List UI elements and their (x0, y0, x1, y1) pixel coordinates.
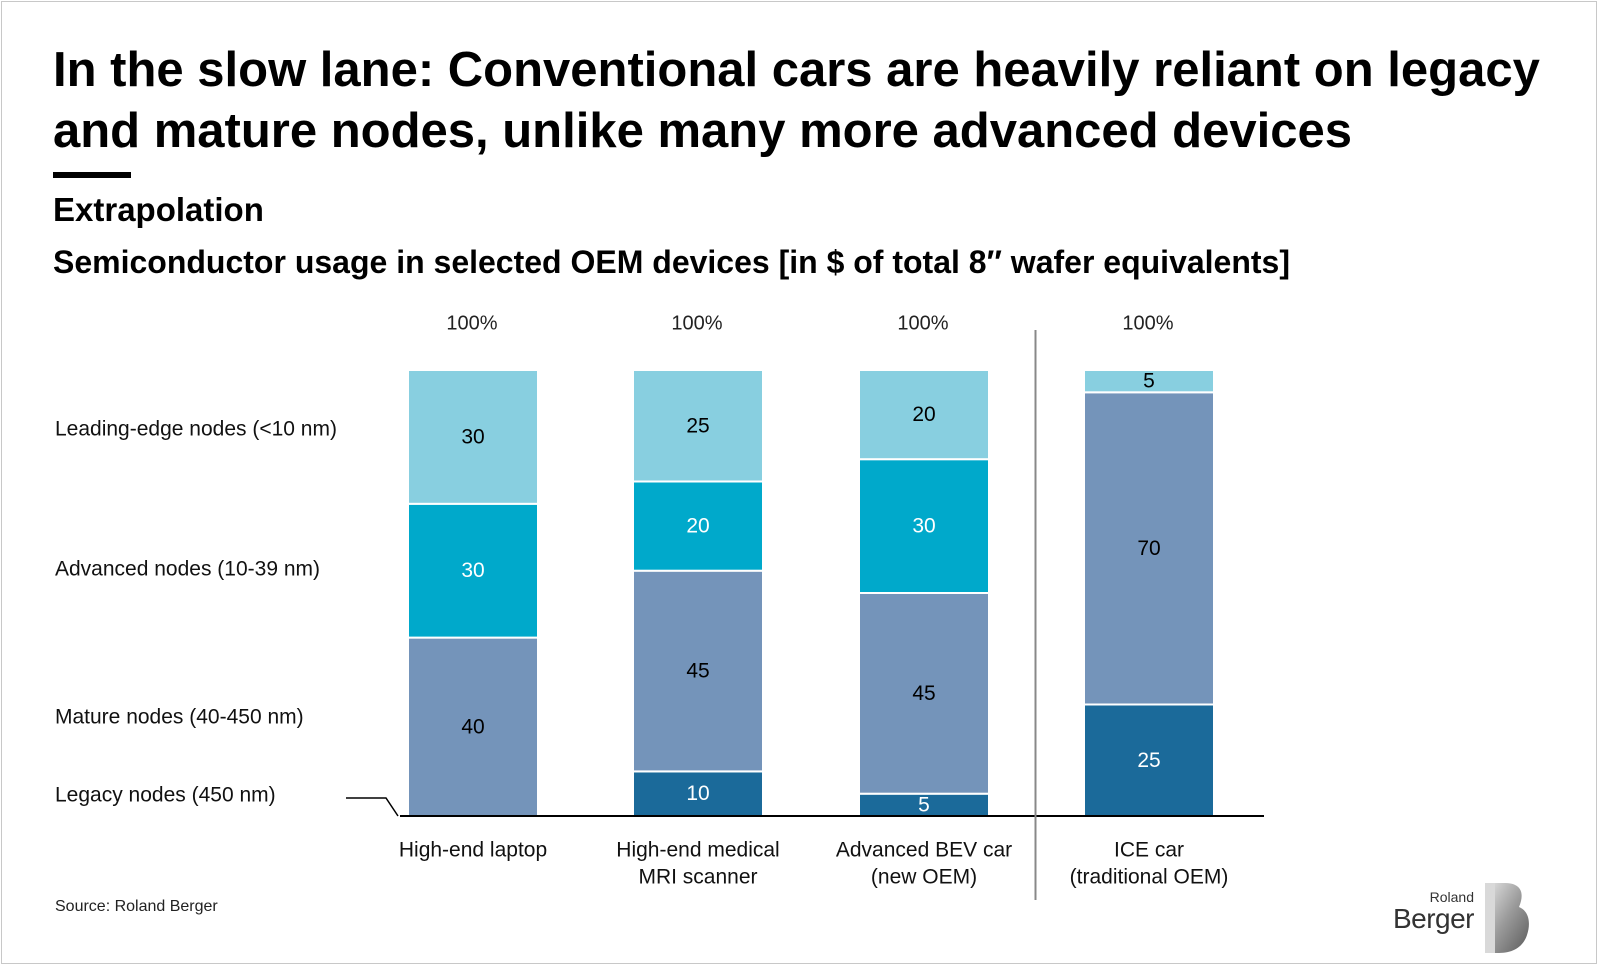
category-label: High-end medical (616, 839, 779, 862)
bar-value-label: 30 (912, 515, 935, 538)
bar-value-label: 25 (686, 414, 709, 437)
headline-underline (53, 172, 131, 178)
legend-label: Mature nodes (40-450 nm) (55, 706, 304, 729)
category-label: Advanced BEV car (836, 839, 1012, 862)
chart-headline: In the slow lane: Conventional cars are … (53, 43, 1540, 158)
bar-value-label: 25 (1137, 749, 1160, 772)
logo-text-berger: Berger (1392, 903, 1475, 934)
bar-total-label: 100% (897, 312, 948, 334)
category-label: ICE car (1114, 839, 1184, 862)
bar-value-label: 10 (686, 782, 709, 805)
legend-leader-line (346, 797, 399, 817)
bar-segment (407, 369, 539, 505)
bar-value-label: 70 (1137, 537, 1160, 560)
legend-label: Leading-edge nodes (<10 nm) (55, 418, 337, 441)
bar-value-label: 45 (686, 660, 709, 683)
source-note: Source: Roland Berger (55, 898, 218, 915)
bar-total-label: 100% (446, 312, 497, 334)
category-label: (new OEM) (871, 866, 977, 889)
bar-value-label: 20 (686, 515, 709, 538)
roland-berger-logo: Roland Berger (1383, 881, 1533, 955)
bar-total-label: 100% (671, 312, 722, 334)
category-label: High-end laptop (399, 839, 547, 862)
bar-value-label: 5 (918, 793, 930, 816)
bar-value-label: 5 (1143, 370, 1155, 393)
bar-value-label: 40 (461, 715, 484, 738)
bar-value-label: 30 (461, 559, 484, 582)
subtitle: Extrapolation (53, 191, 264, 228)
bar-segment (632, 569, 764, 773)
bar-value-label: 20 (912, 403, 935, 426)
bar-segment (632, 480, 764, 572)
logo-b-mark-icon (1485, 883, 1529, 953)
legend-label: Advanced nodes (10-39 nm) (55, 558, 320, 581)
bar-value-label: 45 (912, 682, 935, 705)
bar-total-label: 100% (1122, 312, 1173, 334)
legend-label: Legacy nodes (450 nm) (55, 784, 276, 807)
bar-segment (858, 369, 990, 461)
category-label: MRI scanner (638, 866, 757, 889)
bar-segment (858, 592, 990, 795)
bar-segment (858, 458, 990, 595)
bar-segment (1083, 369, 1215, 394)
bar-value-label: 30 (461, 425, 484, 448)
logo-text-roland: Roland (1429, 889, 1474, 905)
category-label: (traditional OEM) (1070, 866, 1229, 889)
chart-title: Semiconductor usage in selected OEM devi… (53, 244, 1290, 280)
bar-segment (632, 369, 764, 483)
